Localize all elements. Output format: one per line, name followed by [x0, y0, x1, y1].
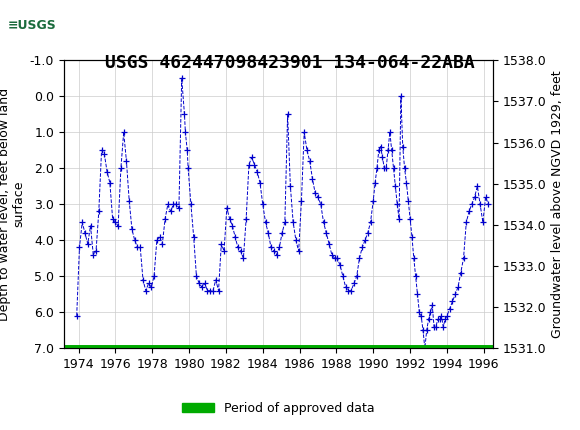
Text: ≡USGS: ≡USGS	[3, 14, 74, 31]
FancyBboxPatch shape	[6, 4, 75, 41]
Y-axis label: Groundwater level above NGVD 1929, feet: Groundwater level above NGVD 1929, feet	[550, 71, 564, 338]
Y-axis label: Depth to water level, feet below land
surface: Depth to water level, feet below land su…	[0, 88, 26, 321]
Text: USGS 462447098423901 134-064-22ABA: USGS 462447098423901 134-064-22ABA	[105, 54, 475, 72]
Text: ≡USGS: ≡USGS	[8, 19, 57, 32]
Legend: Period of approved data: Period of approved data	[177, 397, 379, 420]
